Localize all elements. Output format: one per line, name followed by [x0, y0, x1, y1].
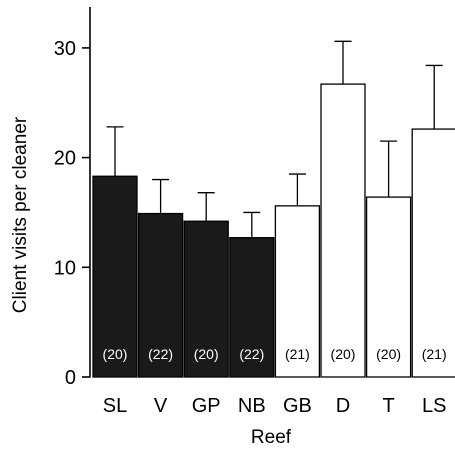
- bar-ls: [411, 128, 455, 378]
- x-tick-label-gb: GB: [283, 395, 312, 417]
- sample-size-label-v: (22): [148, 346, 173, 362]
- x-tick-label-nb: NB: [238, 395, 266, 417]
- axes-layer: SL V GP NB GB D T LS 0 10 20 30: [54, 7, 446, 417]
- sample-size-label-gp: (20): [194, 346, 219, 362]
- x-tick-label-sl: SL: [103, 395, 127, 417]
- y-axis-label: Client visits per cleaner: [10, 116, 31, 313]
- y-tick-label-30: 30: [54, 38, 76, 60]
- y-tick-label-20: 20: [54, 148, 76, 170]
- x-tick-label-v: V: [154, 395, 168, 417]
- bar-v: [137, 212, 184, 378]
- bar-sl: [92, 175, 138, 378]
- bar-d: [320, 83, 366, 378]
- bars-layer: [92, 83, 455, 378]
- y-tick-label-0: 0: [65, 367, 76, 389]
- y-tick-label-10: 10: [54, 257, 76, 279]
- bar-gb: [274, 205, 321, 378]
- error-bars-layer: [106, 40, 443, 238]
- bar-nb: [229, 237, 275, 378]
- sample-size-label-ls: (21): [422, 346, 447, 362]
- x-axis-label: Reef: [251, 427, 292, 448]
- sample-size-label-nb: (22): [239, 346, 264, 362]
- sample-size-label-sl: (20): [103, 346, 128, 362]
- bar-t: [365, 196, 412, 378]
- sample-size-label-gb: (21): [285, 346, 310, 362]
- x-tick-label-ls: LS: [422, 395, 446, 417]
- sample-size-labels-layer: (20) (22) (20) (22) (21) (20) (20) (21): [103, 346, 447, 362]
- sample-size-label-d: (20): [331, 346, 356, 362]
- x-tick-label-d: D: [336, 395, 350, 417]
- sample-size-label-t: (20): [376, 346, 401, 362]
- x-tick-label-gp: GP: [192, 395, 221, 417]
- x-tick-label-t: T: [382, 395, 394, 417]
